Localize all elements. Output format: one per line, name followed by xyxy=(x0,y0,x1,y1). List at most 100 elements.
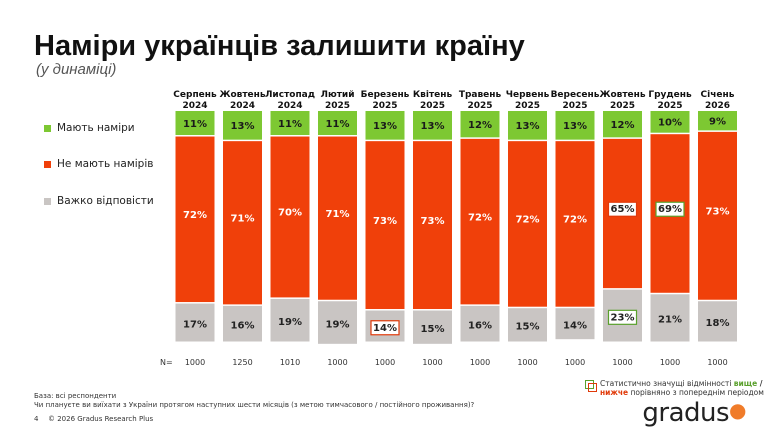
category-label: 2025 xyxy=(610,101,635,111)
data-label: 72% xyxy=(468,212,492,223)
data-label: 12% xyxy=(611,120,635,131)
data-label: 16% xyxy=(231,320,255,331)
n-value: 1000 xyxy=(375,358,395,367)
legend-swatch xyxy=(44,197,51,205)
bar-segment xyxy=(365,141,405,310)
bar-segment xyxy=(223,305,262,342)
data-label: 13% xyxy=(563,121,587,132)
data-label: 72% xyxy=(516,215,540,226)
data-label: 12% xyxy=(468,120,492,131)
n-value: 1000 xyxy=(470,358,490,367)
bar-segment xyxy=(223,141,262,305)
n-value: 1000 xyxy=(565,358,585,367)
data-label: 13% xyxy=(231,121,255,132)
legend-swatch xyxy=(44,160,51,168)
category-label: Серпень xyxy=(173,90,217,100)
n-value: 1250 xyxy=(232,358,252,367)
category-label: 2025 xyxy=(657,101,682,111)
bar-segment xyxy=(318,301,357,344)
data-label: 71% xyxy=(326,209,350,220)
data-label: 13% xyxy=(516,121,540,132)
bar-segment xyxy=(175,136,215,303)
gradus-logo: gradus● xyxy=(642,398,746,428)
category-label: Лютий xyxy=(320,90,354,100)
legend-label: Не мають намірів xyxy=(57,158,154,170)
category-label: 2025 xyxy=(325,101,350,111)
data-label: 21% xyxy=(658,315,682,326)
note-higher: вище xyxy=(733,379,758,388)
category-label: 2025 xyxy=(515,101,540,111)
bar-segment xyxy=(270,298,310,342)
n-value: 1000 xyxy=(422,358,442,367)
category-label: Жовтень xyxy=(219,90,265,100)
category-label: Вересень xyxy=(551,90,600,100)
data-label: 14% xyxy=(373,323,397,334)
page-title: Наміри українців залишити країну xyxy=(34,30,525,62)
significance-box xyxy=(370,320,400,336)
bar-segment xyxy=(175,111,215,136)
note-text: Статистично значущі відмінності xyxy=(600,379,734,388)
significance-box xyxy=(655,201,685,217)
logo-text: gradus xyxy=(642,398,730,428)
bar-segment xyxy=(603,111,642,138)
bar-segment xyxy=(508,141,547,307)
data-label: 13% xyxy=(421,121,445,132)
data-label: 73% xyxy=(421,216,445,227)
n-value: 1010 xyxy=(280,358,300,367)
data-label: 17% xyxy=(183,319,207,330)
data-label: 65% xyxy=(611,204,635,215)
data-label: 73% xyxy=(706,207,730,218)
data-label: 11% xyxy=(278,119,302,130)
data-label: 13% xyxy=(373,121,397,132)
data-label: 16% xyxy=(468,320,492,331)
category-label: Травень xyxy=(459,90,502,100)
n-value: 1000 xyxy=(660,358,680,367)
bar-segment xyxy=(460,305,500,342)
bar-segment xyxy=(508,308,547,342)
bar-segment xyxy=(650,111,690,133)
page-subtitle: (у динаміці) xyxy=(36,61,117,78)
data-label: 23% xyxy=(611,312,635,323)
legend-item-no-intentions: Не мають намірів xyxy=(44,158,153,170)
data-label: 9% xyxy=(709,116,726,127)
copyright: © 2026 Gradus Research Plus xyxy=(48,415,154,423)
category-label: 2025 xyxy=(372,101,397,111)
category-label: Листопад xyxy=(265,90,315,100)
n-value: 1000 xyxy=(327,358,347,367)
significance-box xyxy=(607,201,638,217)
n-value: 1000 xyxy=(517,358,537,367)
data-label: 19% xyxy=(278,317,302,328)
category-label: Червень xyxy=(506,90,550,100)
bar-segment xyxy=(175,303,215,342)
legend-label: Важко відповісти xyxy=(57,195,154,207)
data-label: 69% xyxy=(658,204,682,215)
data-label: 18% xyxy=(706,318,730,329)
bar-segment xyxy=(270,136,310,298)
legend-label: Мають наміри xyxy=(57,122,135,134)
bar-segment xyxy=(698,131,737,300)
bar-segment xyxy=(460,111,500,138)
data-label: 73% xyxy=(373,216,397,227)
data-label: 71% xyxy=(231,214,255,225)
bar-segment xyxy=(270,111,310,136)
category-label: 2026 xyxy=(705,101,730,111)
n-label: N= xyxy=(160,358,173,367)
data-label: 15% xyxy=(516,322,540,333)
data-label: 10% xyxy=(658,118,682,129)
data-label: 19% xyxy=(326,319,350,330)
note-lower: нижче xyxy=(600,388,629,397)
data-label: 11% xyxy=(183,119,207,130)
data-label: 15% xyxy=(421,324,445,335)
category-label: Січень xyxy=(701,89,735,100)
base-note: База: всі респонденти xyxy=(34,392,117,400)
category-label: Березень xyxy=(361,90,410,100)
legend-swatch xyxy=(44,124,51,132)
category-label: 2024 xyxy=(277,101,302,111)
note-sep: / xyxy=(757,379,763,388)
question-note: Чи плануєте ви виїхати з України протяго… xyxy=(34,401,475,409)
category-label: 2025 xyxy=(420,101,445,111)
bar-segment xyxy=(555,111,595,140)
bar-segment xyxy=(365,111,405,140)
significance-box xyxy=(607,309,638,325)
